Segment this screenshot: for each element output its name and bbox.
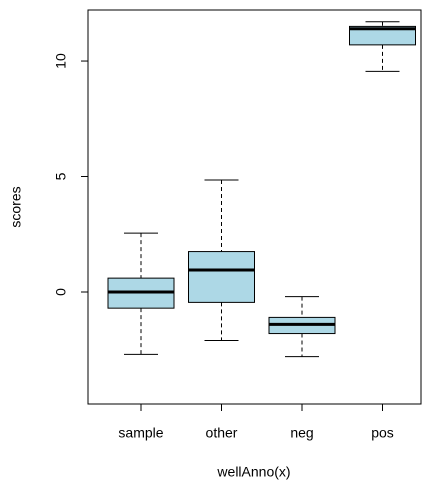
box (349, 25, 416, 46)
box (188, 251, 255, 303)
x-tick-label: pos (371, 425, 394, 441)
x-tick-label: sample (118, 425, 163, 441)
x-tick-label: other (206, 425, 238, 441)
x-tick-label: neg (290, 425, 313, 441)
y-tick-label: 5 (53, 172, 69, 180)
y-tick-label: 10 (53, 53, 69, 69)
plot-frame (87, 9, 422, 405)
y-tick-label: 0 (53, 288, 69, 296)
y-axis-label: scores (8, 186, 24, 227)
x-axis-label: wellAnno(x) (216, 464, 290, 480)
